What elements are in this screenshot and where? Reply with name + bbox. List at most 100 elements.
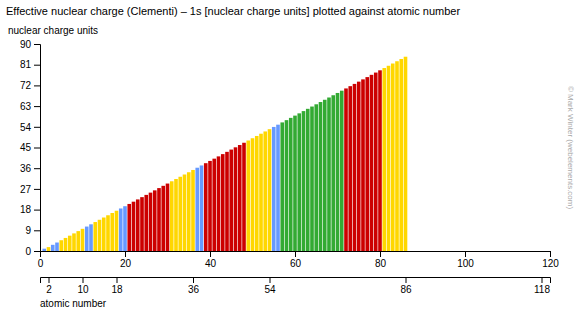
tick: 45: [20, 142, 40, 153]
bar: [259, 134, 263, 251]
bar: [348, 86, 352, 251]
tick: 0: [38, 251, 44, 269]
tick-mark: [34, 210, 40, 211]
bar: [310, 107, 314, 251]
bar: [166, 184, 170, 251]
chart: 0918273645546372819002040608010012021018…: [0, 0, 580, 315]
bar: [187, 172, 191, 251]
tick-mark: [117, 277, 118, 283]
bar: [102, 218, 106, 251]
tick: 90: [20, 39, 40, 50]
bar: [387, 66, 391, 251]
bar: [319, 102, 323, 251]
bar: [106, 215, 110, 251]
tick: 63: [20, 101, 40, 112]
bar: [51, 245, 55, 251]
bar: [55, 243, 59, 251]
tick-mark: [465, 251, 466, 257]
bar: [170, 181, 174, 251]
tick: 36: [20, 163, 40, 174]
bars: [42, 57, 407, 251]
bar: [217, 156, 221, 251]
bar: [340, 91, 344, 251]
tick-label: 18: [20, 204, 32, 215]
tick-label: 18: [111, 284, 123, 295]
bar: [127, 204, 131, 251]
tick-mark: [34, 189, 40, 190]
bar: [136, 199, 140, 251]
bar: [195, 168, 199, 251]
bar: [391, 64, 395, 251]
bar: [395, 61, 399, 251]
bar: [76, 231, 80, 251]
bar: [365, 77, 369, 251]
tick-mark: [49, 277, 50, 283]
bar: [361, 79, 365, 251]
tick: 10: [77, 277, 89, 295]
bar: [81, 229, 85, 251]
tick-mark: [34, 148, 40, 149]
bar: [225, 152, 229, 251]
tick-label: 20: [120, 258, 132, 269]
tick-mark: [380, 251, 381, 257]
bar: [64, 238, 68, 251]
tick-label: 36: [20, 163, 32, 174]
tick: 100: [457, 251, 474, 269]
bar: [238, 145, 242, 251]
tick-label: 120: [542, 258, 559, 269]
bar: [255, 136, 259, 251]
tick: 60: [290, 251, 302, 269]
axis-line: [34, 45, 41, 252]
tick: 80: [375, 251, 387, 269]
tick-mark: [34, 44, 40, 45]
tick: 27: [20, 184, 40, 195]
tick-label: 36: [188, 284, 200, 295]
tick-label: 86: [400, 284, 412, 295]
bar: [370, 75, 374, 251]
bar: [293, 116, 297, 251]
bar: [161, 186, 165, 251]
tick-mark: [550, 251, 551, 257]
tick-label: 72: [20, 80, 32, 91]
bar: [276, 125, 280, 251]
tick-label: 118: [534, 284, 550, 295]
tick: 118: [534, 277, 550, 295]
bar: [183, 174, 187, 251]
tick-label: 9: [25, 225, 31, 236]
bar: [246, 140, 250, 251]
bar: [140, 197, 144, 251]
tick-mark: [406, 277, 407, 283]
bar: [204, 163, 208, 251]
bar: [174, 179, 178, 251]
bar: [251, 138, 255, 251]
tick: 86: [400, 277, 412, 295]
bar: [268, 129, 272, 251]
tick-mark: [83, 277, 84, 283]
tick: 18: [20, 204, 40, 215]
bar: [119, 208, 123, 251]
tick-label: 63: [20, 101, 32, 112]
tick-label: 0: [38, 258, 44, 269]
bar: [89, 224, 93, 251]
bar: [314, 104, 318, 251]
bar: [123, 206, 127, 251]
tick-label: 54: [20, 122, 32, 133]
axis-line: [41, 252, 551, 258]
y-axis-title: nuclear charge units: [8, 25, 98, 36]
bar: [234, 147, 238, 251]
bar: [285, 120, 289, 251]
tick-mark: [40, 251, 41, 257]
tick-label: 90: [20, 39, 32, 50]
bar: [157, 188, 161, 251]
tick-label: 81: [20, 59, 32, 70]
bar: [280, 122, 284, 251]
bar: [47, 247, 51, 251]
tick-mark: [34, 65, 40, 66]
tick: 2: [46, 277, 52, 295]
bar: [153, 190, 157, 251]
bar: [323, 100, 327, 251]
tick: 81: [20, 59, 40, 70]
bar: [399, 59, 403, 251]
bar: [378, 70, 382, 251]
tick-mark: [193, 277, 194, 283]
